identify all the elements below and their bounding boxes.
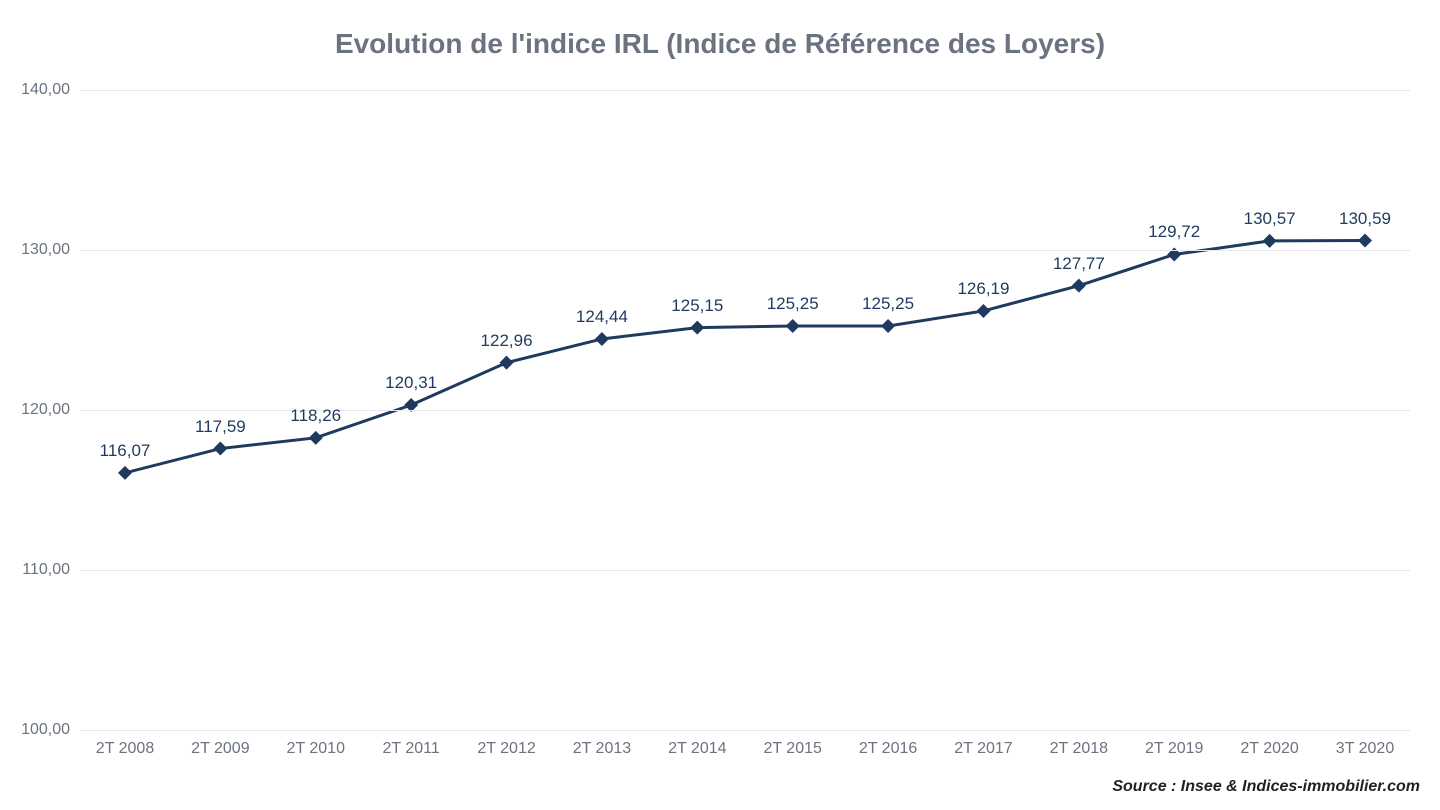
source-text: Source : Insee & Indices-immobilier.com (1112, 778, 1420, 796)
x-tick-label: 2T 2017 (954, 740, 1012, 758)
y-tick-label: 120,00 (21, 401, 70, 419)
x-tick-label: 2T 2020 (1240, 740, 1298, 758)
x-tick-label: 2T 2018 (1050, 740, 1108, 758)
gridline (80, 730, 1410, 731)
data-marker (500, 356, 514, 370)
x-tick-label: 2T 2013 (573, 740, 631, 758)
gridline (80, 570, 1410, 571)
gridline (80, 90, 1410, 91)
data-marker (213, 442, 227, 456)
data-label: 126,19 (957, 279, 1009, 299)
gridline (80, 250, 1410, 251)
data-marker (786, 319, 800, 333)
x-tick-label: 2T 2009 (191, 740, 249, 758)
data-marker (690, 321, 704, 335)
y-tick-label: 140,00 (21, 81, 70, 99)
y-tick-label: 130,00 (21, 241, 70, 259)
data-marker (1358, 234, 1372, 248)
y-tick-label: 100,00 (21, 721, 70, 739)
data-label: 127,77 (1053, 254, 1105, 274)
data-label: 130,59 (1339, 209, 1391, 229)
x-tick-label: 2T 2012 (477, 740, 535, 758)
x-tick-label: 2T 2019 (1145, 740, 1203, 758)
plot-area: 100,00110,00120,00130,00140,002T 20082T … (80, 90, 1410, 730)
gridline (80, 410, 1410, 411)
x-tick-label: 2T 2016 (859, 740, 917, 758)
x-tick-label: 2T 2015 (763, 740, 821, 758)
data-label: 129,72 (1148, 222, 1200, 242)
data-marker (881, 319, 895, 333)
data-marker (595, 332, 609, 346)
data-label: 124,44 (576, 307, 628, 327)
data-marker (1072, 279, 1086, 293)
data-label: 118,26 (290, 406, 341, 426)
data-label: 125,15 (671, 296, 723, 316)
data-marker (1263, 234, 1277, 248)
y-tick-label: 110,00 (22, 561, 70, 579)
data-label: 130,57 (1244, 209, 1296, 229)
data-label: 120,31 (385, 373, 437, 393)
x-tick-label: 2T 2010 (287, 740, 345, 758)
data-marker (309, 431, 323, 445)
chart-title: Evolution de l'indice IRL (Indice de Réf… (0, 28, 1440, 60)
chart-container: Evolution de l'indice IRL (Indice de Réf… (0, 0, 1440, 810)
data-marker (976, 304, 990, 318)
data-label: 125,25 (767, 294, 819, 314)
x-tick-label: 2T 2014 (668, 740, 726, 758)
data-label: 116,07 (100, 441, 151, 461)
data-label: 125,25 (862, 294, 914, 314)
x-tick-label: 2T 2008 (96, 740, 154, 758)
data-label: 117,59 (195, 417, 246, 437)
x-tick-label: 3T 2020 (1336, 740, 1394, 758)
data-marker (118, 466, 132, 480)
x-tick-label: 2T 2011 (383, 740, 440, 758)
data-label: 122,96 (481, 331, 533, 351)
